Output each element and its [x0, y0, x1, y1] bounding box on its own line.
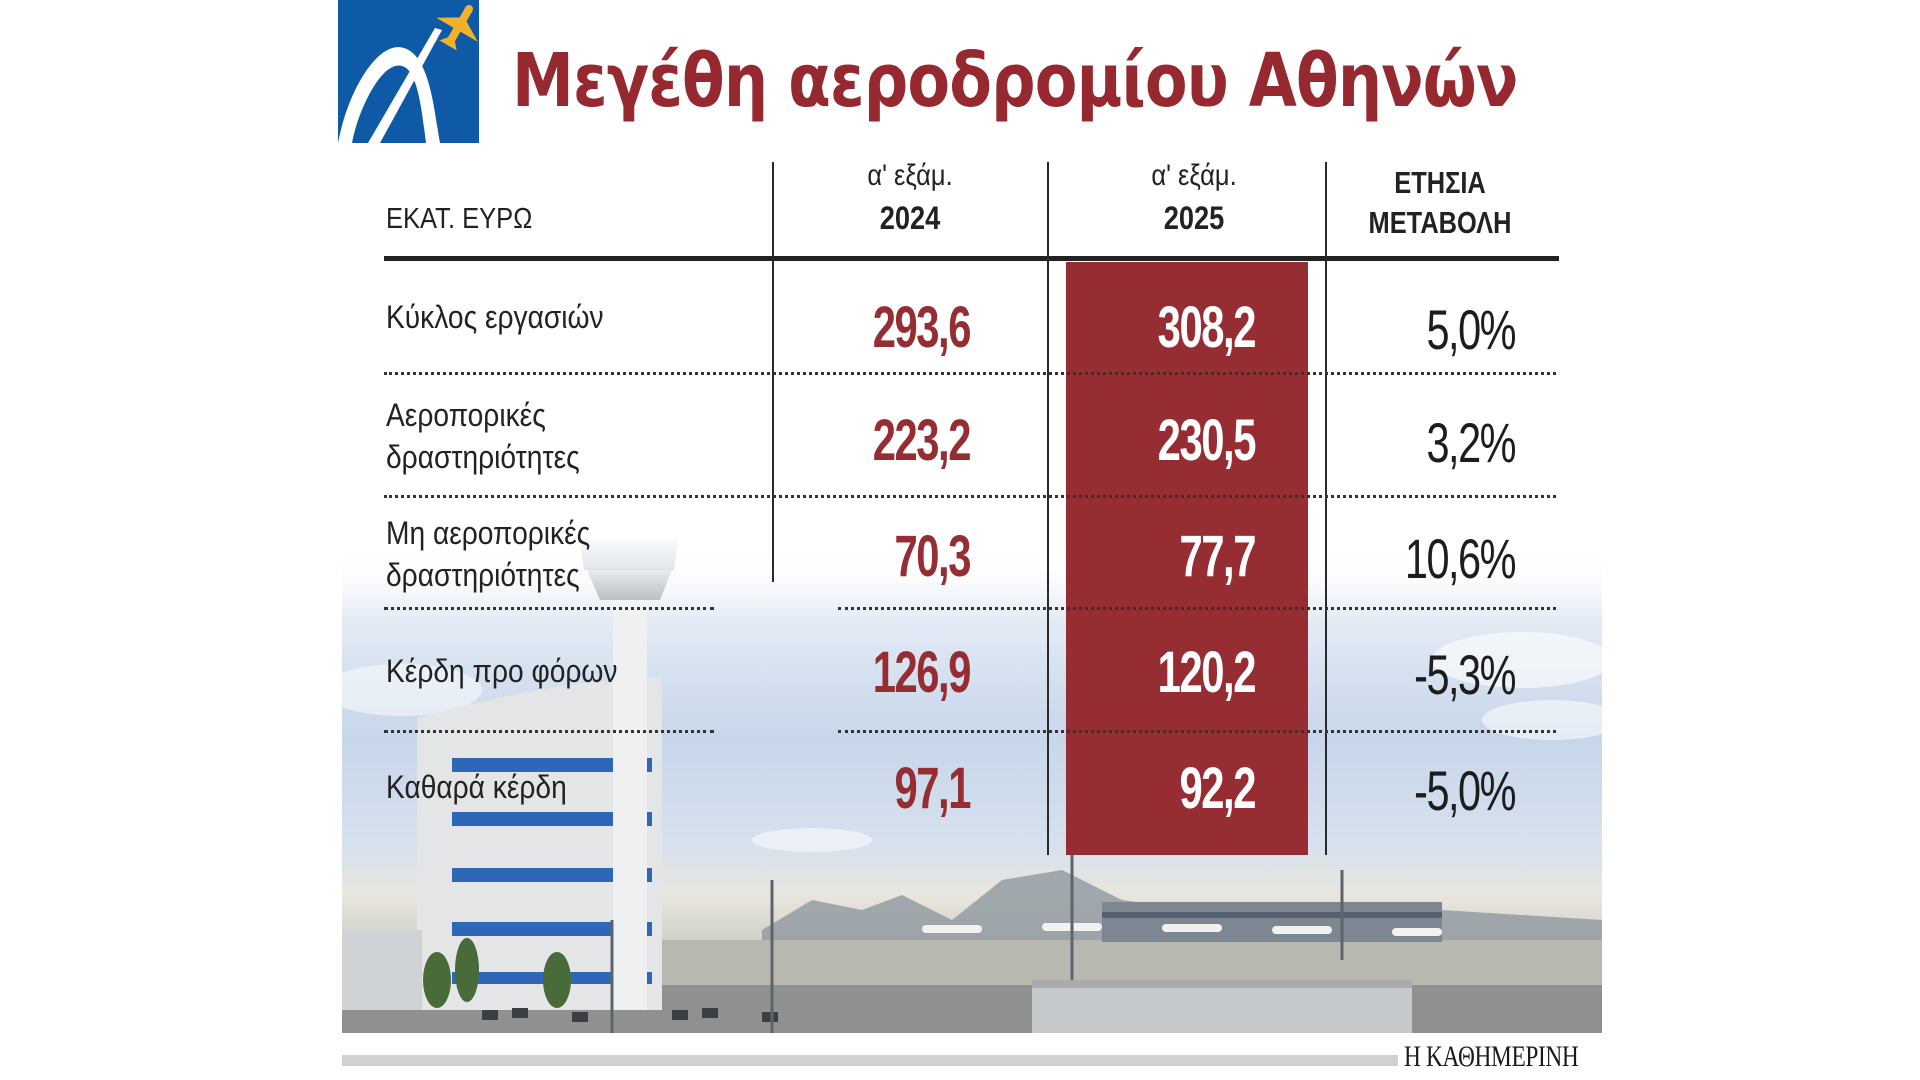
column-header-change-line2: ΜΕΤΑΒΟΛΗ	[1368, 205, 1512, 240]
value-change: 5,0%	[1426, 298, 1516, 361]
row-separator	[384, 607, 714, 610]
value-change: 3,2%	[1426, 411, 1516, 474]
column-header-2024: α' εξάμ. 2024	[817, 155, 1004, 239]
row-separator	[838, 730, 1556, 733]
row-separator	[384, 372, 1556, 375]
publisher-brand: Η ΚΑΘΗΜΕΡΙΝΗ	[1404, 1040, 1579, 1073]
column-header-change: ΕΤΗΣΙΑ ΜΕΤΑΒΟΛΗ	[1350, 163, 1530, 243]
value-change: -5,0%	[1414, 759, 1516, 822]
row-label: Καθαρά κέρδη	[386, 769, 567, 805]
row-label-line1: Αεροπορικές	[386, 397, 546, 433]
row-label: Κύκλος εργασιών	[386, 299, 604, 335]
value-2025: 120,2	[1157, 640, 1257, 705]
row-label: Κέρδη προ φόρων	[386, 653, 618, 689]
row-separator	[384, 730, 714, 733]
value-2025: 308,2	[1157, 295, 1257, 360]
row-label: Αεροπορικές δραστηριότητες	[386, 394, 580, 478]
photo-fade-overlay	[342, 530, 1602, 620]
header-rule	[384, 256, 1559, 261]
highlight-column-2025	[1066, 262, 1308, 855]
row-label-line2: δραστηριότητες	[386, 557, 580, 593]
unit-label: ΕΚΑΤ. ΕΥΡΩ	[386, 203, 533, 235]
airport-scene-illustration	[342, 540, 1602, 1033]
value-2024: 70,3	[894, 524, 971, 589]
row-label: Μη αεροπορικές δραστηριότητες	[386, 512, 590, 596]
value-change: 10,6%	[1404, 527, 1517, 590]
value-2025: 230,5	[1157, 408, 1257, 473]
athens-airport-logo-icon	[338, 0, 479, 143]
value-2024: 126,9	[872, 640, 972, 705]
row-label-line1: Μη αεροπορικές	[386, 515, 591, 551]
column-divider-3	[1325, 162, 1327, 855]
column-header-2024-line1: α' εξάμ.	[867, 159, 953, 192]
row-separator	[384, 495, 1556, 498]
value-2025: 77,7	[1179, 524, 1256, 589]
alpha-plane-icon	[338, 4, 478, 143]
value-change: -5,3%	[1414, 643, 1516, 706]
value-2025: 92,2	[1179, 756, 1256, 821]
column-divider-2	[1047, 162, 1049, 855]
column-header-change-line1: ΕΤΗΣΙΑ	[1394, 165, 1486, 200]
column-header-2025-line1: α' εξάμ.	[1151, 159, 1237, 192]
value-2024: 293,6	[872, 295, 972, 360]
value-2024: 97,1	[894, 756, 971, 821]
value-2024: 223,2	[872, 408, 972, 473]
column-header-2025-year: 2025	[1163, 200, 1225, 236]
airport-photo	[342, 540, 1602, 1033]
column-header-2024-year: 2024	[879, 200, 941, 236]
row-label-line2: δραστηριότητες	[386, 439, 580, 475]
page-title: Μεγέθη αεροδρομίου Αθηνών	[512, 38, 1518, 124]
row-separator	[838, 607, 1556, 610]
footer-bar	[342, 1055, 1398, 1066]
column-header-2025: α' εξάμ. 2025	[1101, 155, 1288, 239]
